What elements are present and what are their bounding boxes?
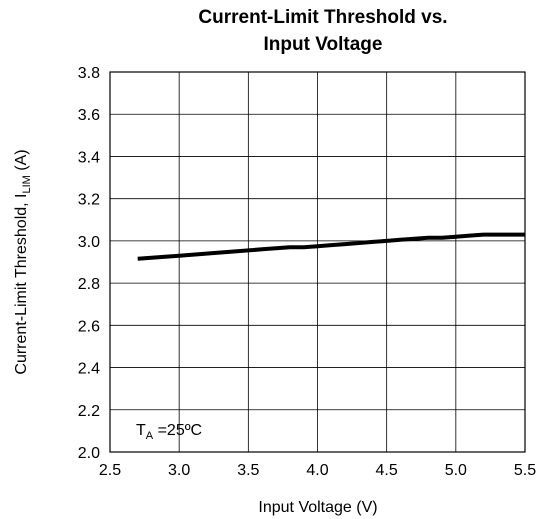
x-tick-label: 3.0	[168, 462, 190, 479]
y-tick-label: 3.6	[78, 107, 100, 124]
x-tick-labels: 2.5 3.0 3.5 4.0 4.5 5.0 5.5	[99, 462, 536, 479]
chart-title-line2: Input Voltage	[264, 34, 383, 55]
annotation-main: T	[136, 422, 146, 439]
x-tick-label: 5.0	[445, 462, 467, 479]
x-tick-label: 3.5	[237, 462, 259, 479]
y-tick-label: 2.6	[78, 318, 100, 335]
y-axis-label-subscript: LIM	[21, 175, 33, 193]
plot-frame	[109, 71, 526, 453]
x-tick-label: 5.5	[514, 462, 536, 479]
y-axis-label: Current-Limit Threshold, ILIM (A)	[13, 149, 33, 374]
x-tick-label: 4.5	[376, 462, 398, 479]
y-tick-label: 2.0	[78, 445, 100, 462]
chart-title-line1: Current-Limit Threshold vs.	[198, 7, 447, 28]
series-line-0	[137, 232, 525, 261]
y-tick-labels: 2.0 2.2 2.4 2.6 2.8 3.0 3.2 3.4 3.6 3.8	[78, 65, 100, 462]
temperature-annotation: TA =25ºC	[136, 422, 202, 442]
x-tick-label: 2.5	[99, 462, 121, 479]
series-layer	[137, 232, 525, 261]
grid	[110, 72, 525, 452]
y-tick-label: 3.2	[78, 192, 100, 209]
annotation-subscript: A	[146, 430, 154, 442]
y-axis-label-main: Current-Limit Threshold, I	[13, 194, 30, 375]
x-tick-label: 4.0	[306, 462, 328, 479]
x-axis-label: Input Voltage (V)	[258, 499, 377, 516]
annotation-suffix: =25ºC	[153, 422, 202, 439]
y-tick-label: 2.2	[78, 403, 100, 420]
y-tick-label: 2.4	[78, 361, 100, 378]
y-tick-label: 3.0	[78, 234, 100, 251]
y-axis-label-suffix: (A)	[13, 149, 30, 175]
y-tick-label: 3.8	[78, 65, 100, 82]
y-tick-label: 3.4	[78, 149, 100, 166]
y-tick-label: 2.8	[78, 276, 100, 293]
